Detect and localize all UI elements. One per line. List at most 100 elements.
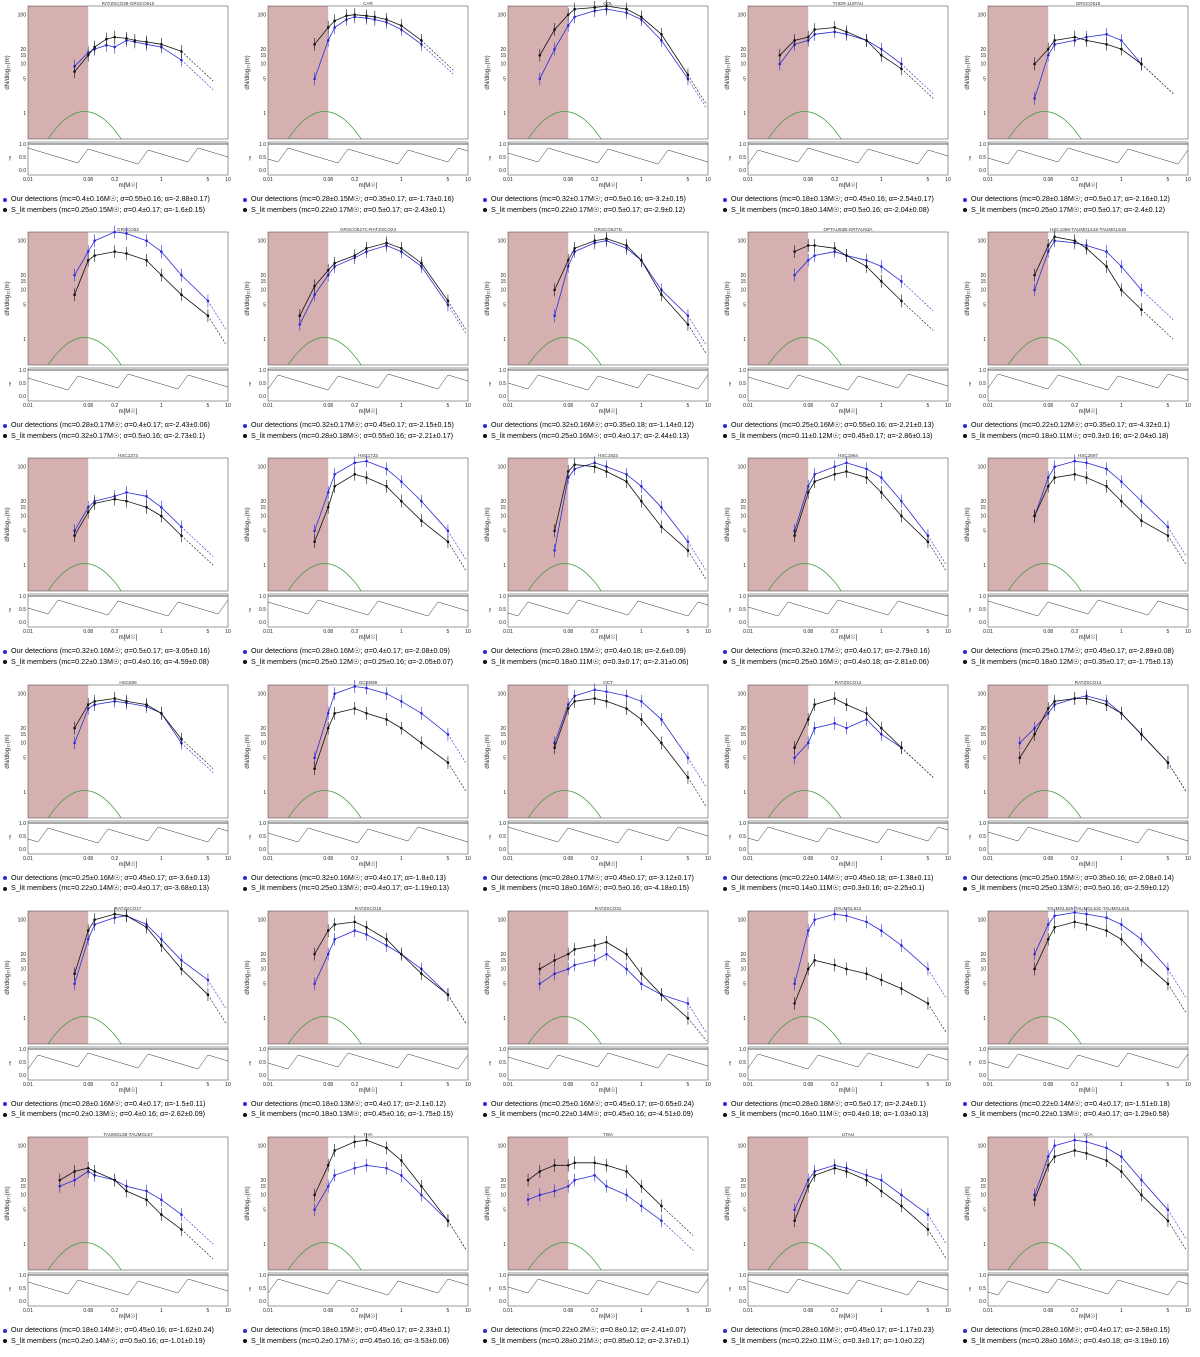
data-point xyxy=(160,1198,163,1202)
low-mass-region xyxy=(28,1137,89,1270)
legend-marker xyxy=(243,649,247,654)
data-point xyxy=(1105,702,1108,706)
f-tick-label: 0.5 xyxy=(499,834,506,840)
series-line xyxy=(527,1174,662,1222)
data-point xyxy=(605,699,608,703)
data-point xyxy=(206,978,210,981)
data-point xyxy=(553,47,556,51)
x-axis-label: m[M☉] xyxy=(599,1087,618,1094)
data-point xyxy=(326,39,330,42)
data-point xyxy=(1046,485,1050,488)
legend-text: Our detections (mc=0.22±0.12M☉; σ=0.35±0… xyxy=(971,420,1170,430)
x-tick-label: 5 xyxy=(687,177,690,183)
y-tick-label: 1 xyxy=(983,563,986,569)
f-curve xyxy=(987,600,1189,617)
x-tick-label: 1 xyxy=(1120,856,1123,862)
data-point xyxy=(553,529,556,533)
legend-entry: Our detections (mc=0.22±0.12M☉; σ=0.35±0… xyxy=(962,420,1198,431)
y-axis-label: dN/dlog₁₀(m) xyxy=(245,1186,251,1220)
chart-panel: THA 1 5 10 15 20 100 dN/dlog₁₀(m) 1.0 0.5 0.0 f 0.01… xyxy=(240,1131,480,1357)
data-point xyxy=(1140,732,1143,736)
x-tick-label: 0.08 xyxy=(803,1082,813,1088)
f-tick-label: 0.0 xyxy=(19,847,26,853)
y-axis-label: dN/dlog₁₀(m) xyxy=(725,55,731,89)
legend-entry: S_lit members (mc=0.2±0.13M☉; σ=0.4±0.16… xyxy=(2,1109,238,1120)
legend-text: S_lit members (mc=0.25±0.12M☉; σ=0.25±0.… xyxy=(251,656,454,666)
x-tick-label: 5 xyxy=(687,403,690,409)
f-tick-label: 1.0 xyxy=(739,142,746,148)
low-mass-region xyxy=(508,6,569,139)
y-tick-label: 5 xyxy=(503,1207,506,1213)
data-point xyxy=(625,694,628,697)
legend-marker xyxy=(963,649,967,654)
y-axis-label: dN/dlog₁₀(m) xyxy=(245,734,251,768)
data-point xyxy=(86,53,90,57)
data-point xyxy=(400,500,403,503)
f-panel-frame xyxy=(267,367,469,402)
green-curve xyxy=(1007,1016,1082,1044)
chart-panel: HSC1368-TAUMGL519-TAUMGL519 1 5 10 15 20 100 dN… xyxy=(960,226,1200,452)
legend-text: Our detections (mc=0.28±0.16M☉; σ=0.4±0.… xyxy=(11,1098,206,1108)
x-tick-label: 0.2 xyxy=(111,1082,118,1088)
data-point xyxy=(333,485,336,488)
data-point xyxy=(640,485,643,488)
y-tick-label: 100 xyxy=(498,691,507,697)
data-point xyxy=(593,696,597,700)
x-tick-label: 5 xyxy=(447,403,450,409)
f-tick-label: 0.5 xyxy=(739,1286,746,1292)
data-point xyxy=(1046,476,1050,480)
data-point xyxy=(326,711,330,715)
y-axis-label: dN/dlog₁₀(m) xyxy=(725,960,731,994)
data-point xyxy=(625,473,628,477)
x-axis-label: m[M☉] xyxy=(599,182,618,189)
x-tick-label: 10 xyxy=(1185,403,1191,409)
chart-panel: RATZSCO31 1 5 10 15 20 100 dN/dlog₁₀(m) 1.0 0.5 0.… xyxy=(480,905,720,1131)
data-point xyxy=(686,540,690,544)
f-tick-label: 1.0 xyxy=(979,594,986,600)
green-curve xyxy=(527,111,602,140)
data-point xyxy=(1140,1193,1143,1197)
data-point xyxy=(1073,1138,1077,1142)
x-tick-label: 10 xyxy=(225,629,231,635)
f-tick-label: 0.5 xyxy=(499,1286,506,1292)
f-tick-label: 0.0 xyxy=(499,620,506,626)
low-mass-region xyxy=(988,1137,1049,1270)
legend-entry: Our detections (mc=0.32±0.17M☉; σ=0.4±0.… xyxy=(722,646,958,657)
series-fit-tail xyxy=(447,304,467,335)
f-tick-label: 0.5 xyxy=(979,381,986,387)
data-point xyxy=(385,717,388,721)
legend-entry: S_lit members (mc=0.18±0.16M☉; σ=0.5±0.1… xyxy=(482,883,718,894)
data-point xyxy=(1166,1208,1170,1212)
x-tick-label: 0.2 xyxy=(351,403,358,409)
y-tick-label: 10 xyxy=(260,966,266,972)
x-tick-label: 1 xyxy=(1120,177,1123,183)
series-fit-tail xyxy=(181,535,214,566)
x-tick-label: 0.08 xyxy=(1043,856,1053,862)
data-point xyxy=(313,43,316,46)
data-point xyxy=(145,239,148,243)
series-line xyxy=(539,953,689,1004)
data-point xyxy=(113,696,117,700)
data-point xyxy=(180,737,183,740)
y-tick-label: 5 xyxy=(983,755,986,761)
data-point xyxy=(160,506,163,509)
legend-entry: S_lit members (mc=0.25±0.16M☉; σ=0.4±0.1… xyxy=(722,657,958,668)
data-point xyxy=(420,262,423,265)
chart-title: HSC2597 xyxy=(1078,453,1098,458)
f-tick-label: 0.5 xyxy=(259,155,266,161)
data-point xyxy=(1018,741,1022,744)
y-tick-label: 5 xyxy=(263,303,266,309)
chart-title: TAUMGL513 xyxy=(835,906,862,911)
green-curve xyxy=(527,1016,602,1044)
x-axis-label: m[M☉] xyxy=(119,1087,138,1094)
y-tick-label: 5 xyxy=(983,303,986,309)
data-point xyxy=(833,912,837,916)
legend-entry: Our detections (mc=0.28±0.16M☉; σ=0.4±0.… xyxy=(2,1099,238,1110)
legend-entry: Our detections (mc=0.18±0.15M☉; σ=0.45±0… xyxy=(242,1325,478,1336)
data-point xyxy=(1073,1149,1077,1152)
y-tick-label: 5 xyxy=(743,529,746,535)
data-point xyxy=(593,688,597,691)
legend-text: Our detections (mc=0.18±0.13M☉; σ=0.4±0.… xyxy=(251,1098,446,1108)
x-tick-label: 0.01 xyxy=(743,1308,753,1314)
f-curve xyxy=(507,600,709,617)
